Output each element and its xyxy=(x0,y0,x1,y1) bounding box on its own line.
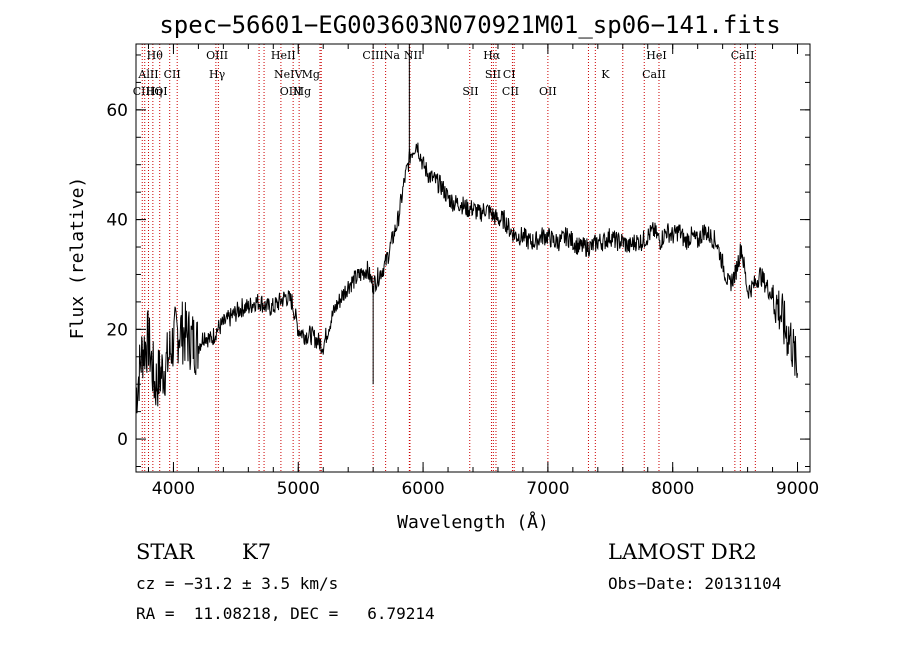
line-label: CII xyxy=(502,85,519,98)
line-label: CaII xyxy=(731,49,755,62)
line-label: HeI xyxy=(646,49,666,62)
line-label: CIII xyxy=(362,49,383,62)
x-tick-label: 8000 xyxy=(651,479,694,499)
line-label: AlII xyxy=(137,68,158,81)
line-label: Na xyxy=(384,49,401,62)
survey-name: LAMOST DR2 xyxy=(608,540,757,564)
x-tick-label: 5000 xyxy=(277,479,320,499)
spectrum-series xyxy=(135,44,798,414)
line-label: NeIV xyxy=(274,68,303,81)
line-labels: HθAlIICIIIHηOICIIOIIIHγHeIINeIVOIIIMgMgC… xyxy=(133,49,755,98)
line-label: OI xyxy=(154,85,167,98)
subclass: K7 xyxy=(242,540,272,564)
axes-ticks: 4000 5000 6000 7000 8000 9000 0 20 40 60 xyxy=(106,44,819,499)
line-label: Hγ xyxy=(209,68,226,81)
x-tick-label: 9000 xyxy=(776,479,819,499)
x-tick-label: 7000 xyxy=(526,479,569,499)
y-tick-label: 20 xyxy=(106,320,128,340)
line-label: CaII xyxy=(642,68,666,81)
line-markers xyxy=(141,44,756,472)
line-label: Mg xyxy=(302,68,320,81)
redshift-cz: cz = −31.2 ± 3.5 km/s xyxy=(136,574,339,593)
line-label: SII xyxy=(485,68,501,81)
line-label: Hα xyxy=(483,49,501,62)
line-label: CI xyxy=(503,68,516,81)
spectrum-line xyxy=(135,142,798,414)
line-label: Mg xyxy=(293,85,311,98)
y-tick-label: 60 xyxy=(106,101,128,121)
plot-frame xyxy=(135,43,811,473)
line-label: CIII xyxy=(133,85,154,98)
y-axis-label: Flux (relative) xyxy=(67,177,88,340)
observation-date: Obs−Date: 20131104 xyxy=(608,574,782,593)
line-label: Hθ xyxy=(147,49,164,62)
line-label: CII xyxy=(164,68,181,81)
x-axis-label: Wavelength (Å) xyxy=(397,511,549,533)
line-label: NII xyxy=(404,49,422,62)
y-tick-label: 40 xyxy=(106,211,128,231)
line-label: SII xyxy=(462,85,478,98)
line-label: Hη xyxy=(146,85,162,98)
chart-title: spec−56601−EG003603N070921M01_sp06−141.f… xyxy=(159,11,780,39)
x-tick-label: 4000 xyxy=(152,479,195,499)
line-label: K xyxy=(601,68,610,81)
line-label: OIII xyxy=(206,49,228,62)
line-label: OIII xyxy=(280,85,302,98)
line-label: OII xyxy=(539,85,557,98)
line-label: HeII xyxy=(271,49,296,62)
y-tick-label: 0 xyxy=(117,430,128,450)
object-type: STAR xyxy=(136,540,195,564)
x-tick-label: 6000 xyxy=(401,479,444,499)
coordinates: RA = 11.08218, DEC = 6.79214 xyxy=(136,604,435,623)
